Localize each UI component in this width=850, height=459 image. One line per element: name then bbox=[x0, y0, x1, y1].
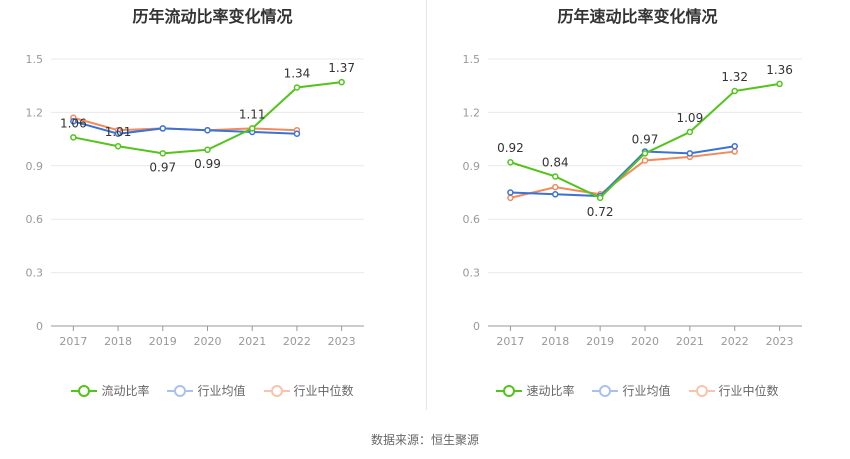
x-tick-label: 2022 bbox=[283, 335, 311, 348]
data-point-main bbox=[293, 84, 301, 91]
data-point-main bbox=[686, 128, 694, 136]
y-tick-label: 1.2 bbox=[463, 106, 481, 119]
y-tick-label: 0.9 bbox=[463, 160, 481, 173]
data-point-main bbox=[70, 134, 77, 141]
data-point-main bbox=[552, 173, 559, 180]
x-tick-label: 2020 bbox=[194, 335, 222, 348]
x-tick-label: 2018 bbox=[541, 335, 569, 348]
data-label: 0.84 bbox=[542, 155, 569, 169]
legend-industry-average[interactable]: 行业均值 bbox=[167, 382, 246, 399]
y-tick-label: 1.5 bbox=[463, 53, 481, 66]
data-point-main bbox=[248, 125, 256, 132]
quick-ratio-title: 历年速动比率变化情况 bbox=[557, 7, 718, 26]
data-label: 1.11 bbox=[239, 107, 266, 121]
series-line-avg bbox=[73, 120, 297, 135]
data-point-main bbox=[204, 146, 211, 154]
legend-line-icon bbox=[71, 384, 98, 397]
x-tick-label: 2023 bbox=[766, 335, 794, 348]
legend-label: 行业均值 bbox=[622, 384, 671, 398]
legend-industry-median[interactable]: 行业中位数 bbox=[263, 382, 354, 399]
x-tick-label: 2017 bbox=[59, 335, 87, 348]
data-label: 1.37 bbox=[328, 61, 355, 75]
data-label: 1.09 bbox=[676, 111, 703, 125]
data-point-main bbox=[641, 150, 649, 157]
data-label: 1.36 bbox=[766, 63, 793, 77]
legend-industry-median[interactable]: 行业中位数 bbox=[688, 382, 779, 399]
data-point-main bbox=[338, 78, 345, 86]
y-tick-label: 1.5 bbox=[26, 53, 44, 66]
quick-ratio-panel: 历年速动比率变化情况 0 0.3 0.6 0.9 1.2 1.5 2017 2018 2019 2… bbox=[425, 0, 850, 420]
y-tick-label: 0.3 bbox=[26, 267, 44, 280]
current-ratio-title: 历年流动比率变化情况 bbox=[132, 7, 293, 26]
legend-current-ratio[interactable]: 流动比率 bbox=[71, 382, 149, 399]
data-point-avg bbox=[293, 130, 301, 138]
data-point-avg bbox=[159, 125, 167, 132]
y-tick-label: 0 bbox=[36, 320, 43, 333]
data-point-median bbox=[552, 183, 559, 191]
data-point-avg bbox=[731, 142, 738, 150]
x-tick-label: 2021 bbox=[676, 335, 704, 348]
data-point-main bbox=[114, 142, 122, 150]
panel-divider bbox=[426, 0, 427, 410]
current-ratio-panel: 历年流动比率变化情况 0 0.3 0.6 0.9 1.2 1.5 2017 2018 2019 2… bbox=[0, 0, 425, 420]
data-label: 1.32 bbox=[721, 70, 748, 84]
x-tick-label: 2021 bbox=[238, 335, 266, 348]
data-label: 1.01 bbox=[105, 125, 132, 139]
series-line-median bbox=[510, 150, 735, 199]
data-point-main bbox=[507, 158, 514, 166]
legend-label: 行业中位数 bbox=[718, 384, 779, 398]
data-label: 0.97 bbox=[149, 160, 176, 174]
x-tick-label: 2019 bbox=[586, 335, 614, 348]
legend-label: 行业中位数 bbox=[293, 384, 354, 398]
data-point-median bbox=[507, 194, 514, 202]
y-tick-label: 0.6 bbox=[26, 213, 44, 226]
legend-line-icon bbox=[688, 384, 715, 397]
data-point-median bbox=[731, 148, 738, 155]
data-point-avg bbox=[70, 118, 77, 125]
data-label: 1.34 bbox=[284, 66, 311, 80]
legend-line-icon bbox=[263, 384, 290, 397]
y-tick-label: 0.3 bbox=[463, 267, 481, 280]
legend-line-icon bbox=[167, 384, 194, 397]
y-tick-label: 0.9 bbox=[26, 160, 44, 173]
data-point-main bbox=[159, 150, 167, 157]
x-tick-label: 2018 bbox=[104, 335, 132, 348]
data-point-avg bbox=[686, 150, 694, 157]
x-tick-label: 2022 bbox=[721, 335, 749, 348]
x-tick-label: 2019 bbox=[149, 335, 177, 348]
y-tick-label: 0.6 bbox=[463, 213, 481, 226]
data-point-avg bbox=[114, 130, 122, 138]
data-label: 0.99 bbox=[194, 157, 221, 171]
x-tick-label: 2020 bbox=[631, 335, 659, 348]
legend-label: 行业均值 bbox=[197, 384, 246, 398]
legend-industry-average[interactable]: 行业均值 bbox=[592, 382, 671, 399]
quick-ratio-legend: 速动比率 行业均值 行业中位数 bbox=[425, 382, 850, 399]
series-line-avg bbox=[510, 145, 735, 198]
x-tick-label: 2023 bbox=[328, 335, 356, 348]
quick-ratio-chart: 0 0.3 0.6 0.9 1.2 1.5 2017 2018 2019 2020 2021 2022… bbox=[463, 53, 802, 348]
data-point-median bbox=[641, 157, 649, 164]
data-point-main bbox=[776, 80, 783, 88]
data-point-main bbox=[596, 194, 604, 202]
current-ratio-legend: 流动比率 行业均值 行业中位数 bbox=[0, 382, 425, 399]
legend-label: 速动比率 bbox=[526, 384, 575, 398]
data-label: 0.72 bbox=[587, 205, 614, 219]
current-ratio-chart: 0 0.3 0.6 0.9 1.2 1.5 2017 2018 2019 2020 2021 2022… bbox=[26, 53, 364, 348]
legend-line-icon bbox=[496, 384, 523, 397]
y-tick-label: 0 bbox=[473, 320, 480, 333]
data-label: 0.97 bbox=[632, 132, 659, 146]
series-line-main bbox=[73, 81, 342, 155]
data-label: 0.92 bbox=[497, 141, 524, 155]
legend-label: 流动比率 bbox=[101, 384, 150, 398]
data-point-avg bbox=[507, 189, 514, 196]
legend-line-icon bbox=[592, 384, 619, 397]
data-label: 1.06 bbox=[60, 116, 87, 130]
data-point-avg bbox=[552, 191, 559, 198]
legend-quick-ratio[interactable]: 速动比率 bbox=[496, 382, 574, 399]
y-tick-label: 1.2 bbox=[26, 106, 44, 119]
data-source: 数据来源：恒生聚源 bbox=[370, 433, 479, 447]
data-point-main bbox=[731, 87, 738, 95]
data-point-avg bbox=[204, 126, 211, 134]
x-tick-label: 2017 bbox=[496, 335, 524, 348]
